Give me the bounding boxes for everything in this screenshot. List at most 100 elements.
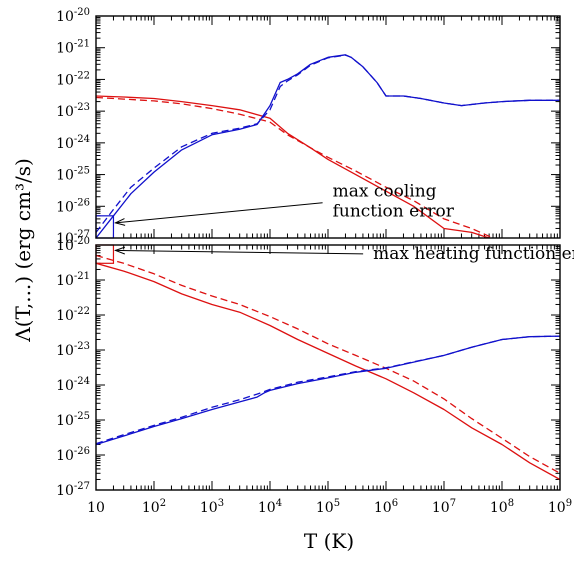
y-tick-label: 10-21 <box>56 39 90 57</box>
y-tick-label: 10-23 <box>56 102 90 120</box>
y-tick-label-base: 10 <box>56 104 74 120</box>
series-line-heating-solid <box>96 335 560 446</box>
y-tick-label-base: 10 <box>56 238 74 254</box>
y-axis-title: Λ(T,...) (erg cm³/s) <box>11 158 35 343</box>
x-tick-label: 104 <box>258 498 282 516</box>
x-tick-label: 102 <box>142 498 166 516</box>
y-tick-label-base: 10 <box>56 448 74 464</box>
y-tick-label-base: 10 <box>56 343 74 359</box>
y-tick-label-base: 10 <box>56 168 74 184</box>
x-tick-label-base: 10 <box>432 500 450 516</box>
y-tick-label: 10-22 <box>56 70 90 88</box>
y-tick-label-exponent: -26 <box>74 446 90 457</box>
y-tick-label-exponent: -27 <box>74 481 90 492</box>
y-tick-label: 10-26 <box>56 446 90 464</box>
y-tick-label-base: 10 <box>56 199 74 215</box>
x-tick-label: 107 <box>432 498 456 516</box>
x-tick-label: 103 <box>200 498 224 516</box>
y-tick-label-base: 10 <box>56 136 74 152</box>
y-tick-label: 10-27 <box>56 481 90 499</box>
y-tick-label-exponent: -22 <box>74 306 90 317</box>
series-line-heating-dashed <box>96 54 560 233</box>
x-tick-label-exponent: 4 <box>276 498 282 509</box>
y-tick-label-exponent: -23 <box>74 341 90 352</box>
panel-bottom: 10-2010-2110-2210-2310-2410-2510-2610-27… <box>56 236 574 499</box>
y-tick-label-base: 10 <box>56 72 74 88</box>
y-tick-label-exponent: -21 <box>74 271 90 282</box>
annotation-arrowhead <box>114 218 126 226</box>
y-tick-label-exponent: -24 <box>74 134 90 145</box>
x-tick-label: 105 <box>316 498 340 516</box>
x-tick-label-exponent: 7 <box>450 498 456 509</box>
y-tick-label-exponent: -20 <box>74 7 90 18</box>
series-line-cooling-solid <box>96 95 490 238</box>
y-tick-label-base: 10 <box>56 41 74 57</box>
y-tick-label: 10-24 <box>56 376 90 394</box>
x-tick-label-exponent: 6 <box>392 498 398 509</box>
annotation-arrowhead <box>114 246 126 255</box>
error-box <box>95 244 115 264</box>
y-tick-label-exponent: -24 <box>74 376 90 387</box>
y-tick-label-base: 10 <box>56 308 74 324</box>
series-line-heating-solid <box>96 54 560 238</box>
y-tick-label: 10-20 <box>56 236 90 254</box>
y-tick-label: 10-27 <box>56 229 90 247</box>
series-line-heating-dashed <box>96 335 560 445</box>
y-tick-label-exponent: -25 <box>74 411 90 422</box>
series-line-cooling-solid <box>96 262 560 481</box>
x-tick-label: 109 <box>548 498 572 516</box>
x-tick-label-base: 10 <box>200 500 218 516</box>
x-tick-label-base: 10 <box>87 500 105 516</box>
y-tick-label-exponent: -23 <box>74 102 90 113</box>
x-tick-label-exponent: 3 <box>218 498 224 509</box>
x-tick-label-base: 10 <box>142 500 160 516</box>
y-tick-label-base: 10 <box>56 413 74 429</box>
y-tick-label: 10-22 <box>56 306 90 324</box>
y-tick-label-exponent: -27 <box>74 229 90 240</box>
x-tick-label-base: 10 <box>490 500 508 516</box>
y-tick-label: 10-23 <box>56 341 90 359</box>
y-tick-label-exponent: -25 <box>74 166 90 177</box>
y-tick-label-exponent: -22 <box>74 70 90 81</box>
x-tick-label-base: 10 <box>316 500 334 516</box>
annotation-text: max heating function error <box>373 244 574 264</box>
y-tick-label-base: 10 <box>56 273 74 289</box>
series-line-cooling-dashed <box>96 254 560 474</box>
annotation-text: max cooling function error <box>333 182 455 222</box>
annotation-line: function error <box>333 202 455 222</box>
x-tick-label-exponent: 8 <box>508 498 514 509</box>
y-tick-label-base: 10 <box>56 231 74 247</box>
panel-frame <box>95 244 561 491</box>
y-tick-label: 10-25 <box>56 411 90 429</box>
annotation-arrow <box>115 249 364 255</box>
panel-frame <box>95 15 561 239</box>
x-tick-label: 108 <box>490 498 514 516</box>
x-tick-label: 10 <box>87 500 105 516</box>
series-group <box>96 254 560 481</box>
panel-top: 10-2010-2110-2210-2310-2410-2510-2610-27… <box>56 7 561 247</box>
y-tick-label-base: 10 <box>56 378 74 394</box>
x-tick-label-base: 10 <box>258 500 276 516</box>
y-tick-label: 10-25 <box>56 166 90 184</box>
series-line-cooling-dashed <box>96 96 494 238</box>
series-group <box>96 54 560 238</box>
x-axis-title: T (K) <box>304 529 354 553</box>
x-tick-label-exponent: 9 <box>566 498 572 509</box>
y-tick-label: 10-20 <box>56 7 90 25</box>
x-tick-label-exponent: 2 <box>160 498 166 509</box>
y-tick-label: 10-26 <box>56 197 90 215</box>
y-tick-label: 10-21 <box>56 271 90 289</box>
y-tick-label-base: 10 <box>56 483 74 499</box>
y-tick-label-exponent: -20 <box>74 236 90 247</box>
x-tick-label-base: 10 <box>548 500 566 516</box>
annotation-line: max heating function error <box>373 244 574 264</box>
y-tick-label-exponent: -26 <box>74 197 90 208</box>
x-tick-label-base: 10 <box>374 500 392 516</box>
x-tick-label-exponent: 5 <box>334 498 340 509</box>
annotation-line: max cooling <box>333 182 437 202</box>
x-tick-label: 106 <box>374 498 398 516</box>
y-tick-label-base: 10 <box>56 9 74 25</box>
y-tick-label-exponent: -21 <box>74 39 90 50</box>
y-tick-label: 10-24 <box>56 134 90 152</box>
